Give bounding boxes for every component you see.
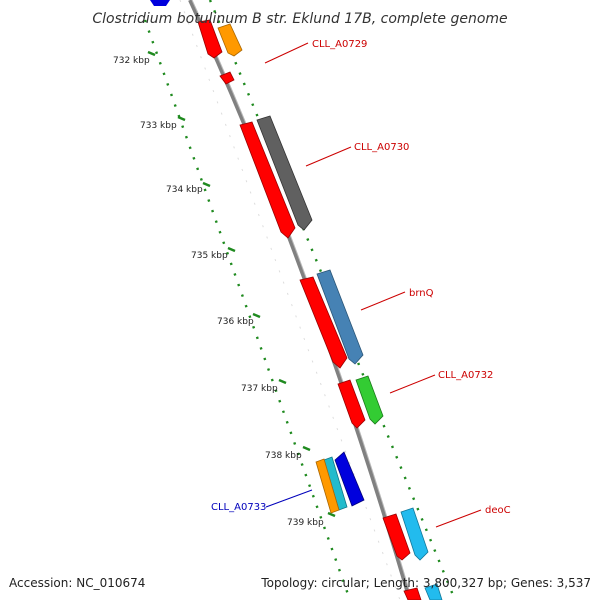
major-tick xyxy=(302,445,311,452)
leader-cll-a0732 xyxy=(389,374,436,394)
leader-cll-a0729 xyxy=(264,42,309,64)
gene-cll-a0732 xyxy=(355,375,384,425)
gene-cll-a0733 xyxy=(334,451,365,507)
label-leaders xyxy=(264,42,482,528)
major-tick xyxy=(147,50,156,57)
major-tick xyxy=(252,312,261,319)
gene-deoc xyxy=(400,507,429,561)
major-tick xyxy=(227,246,236,253)
tick-label-734: 734 kbp xyxy=(166,185,203,195)
tick-label-732: 732 kbp xyxy=(113,56,150,66)
gene-cll-a0729 xyxy=(217,23,243,57)
gene-top-blue xyxy=(150,0,170,6)
label-deoc: deoC xyxy=(485,505,511,516)
cds-arrow xyxy=(403,587,422,600)
leader-cll-a0730 xyxy=(305,146,352,167)
cds-arrow xyxy=(337,379,366,429)
cds-arrow xyxy=(239,121,296,239)
cds-arrow xyxy=(382,513,411,561)
cds-arrow xyxy=(299,276,348,369)
tick-labels: 732 kbp 733 kbp 734 kbp 735 kbp 736 kbp … xyxy=(113,56,324,528)
label-cll-a0733: CLL_A0733 xyxy=(211,502,266,513)
tick-label-738: 738 kbp xyxy=(265,451,302,461)
cds-arrow xyxy=(197,19,223,59)
map-title: Clostridium botulinum B str. Eklund 17B,… xyxy=(92,11,507,27)
gene-labels: CLL_A0729 CLL_A0730 brnQ CLL_A0732 CLL_A… xyxy=(211,39,511,516)
tick-label-739: 739 kbp xyxy=(287,518,324,528)
accession-text: Accession: NC_010674 xyxy=(9,576,145,590)
gene-deoc-next xyxy=(424,583,443,600)
label-brnq: brnQ xyxy=(409,288,434,299)
cds-arrow xyxy=(219,71,235,85)
leader-cll-a0733 xyxy=(265,489,313,508)
cds-features xyxy=(197,19,422,600)
major-tick xyxy=(202,181,211,188)
leader-brnq xyxy=(360,291,406,311)
major-tick xyxy=(278,378,287,385)
major-tick xyxy=(177,115,186,122)
genome-summary-text: Topology: circular; Length: 3,800,327 bp… xyxy=(260,576,591,590)
tick-label-736: 736 kbp xyxy=(217,317,254,327)
tick-label-737: 737 kbp xyxy=(241,384,278,394)
leader-deoc xyxy=(435,509,482,528)
label-cll-a0729: CLL_A0729 xyxy=(312,39,367,50)
tick-label-735: 735 kbp xyxy=(191,251,228,261)
label-cll-a0732: CLL_A0732 xyxy=(438,370,493,381)
tick-label-733: 733 kbp xyxy=(140,121,177,131)
label-cll-a0730: CLL_A0730 xyxy=(354,142,409,153)
major-ticks xyxy=(147,50,336,518)
gene-brnq xyxy=(316,269,364,365)
gene-cll-a0733-orange xyxy=(315,458,340,514)
gene-features xyxy=(150,0,443,600)
major-tick xyxy=(327,511,336,518)
gene-cll-a0730 xyxy=(256,115,313,231)
